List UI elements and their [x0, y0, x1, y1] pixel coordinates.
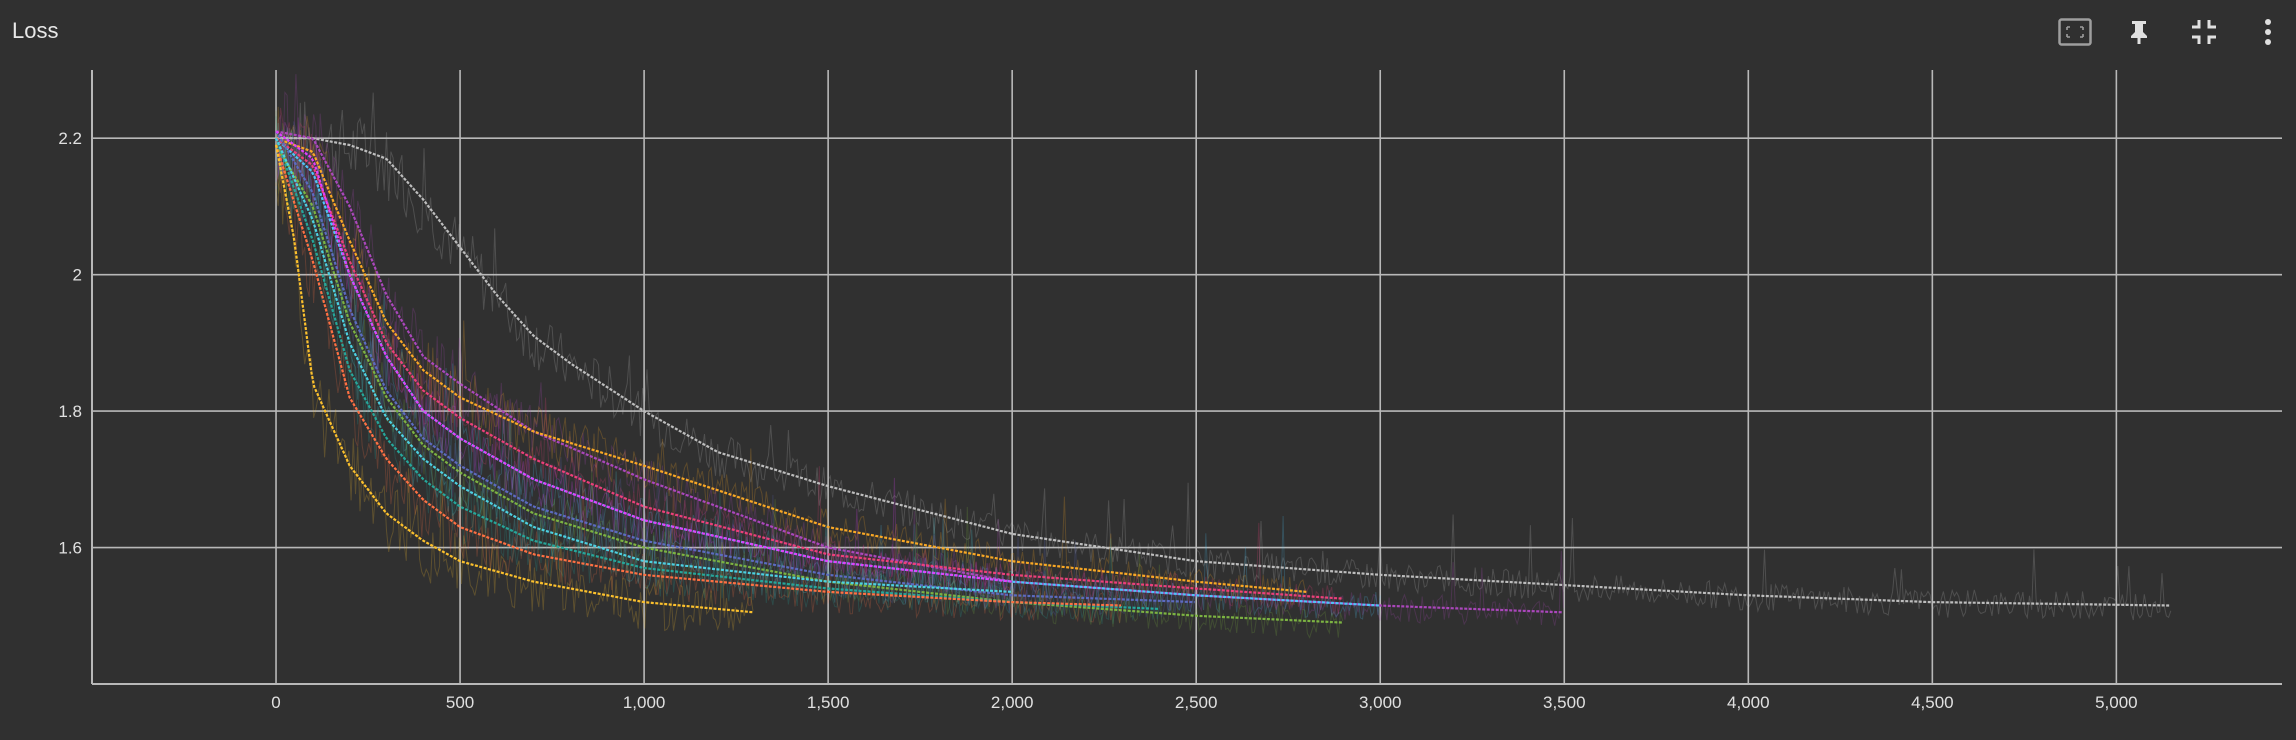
series-line: [274, 137, 1160, 611]
x-tick-label: 0: [271, 693, 280, 712]
raw-series-line: [275, 74, 1564, 626]
raw-series-line: [275, 121, 1196, 619]
raw-series-line: [275, 127, 1381, 620]
more-vert-icon[interactable]: [2248, 12, 2288, 52]
series-line: [274, 144, 1122, 607]
x-tick-label: 1,000: [623, 693, 666, 712]
y-tick-label: 1.6: [58, 539, 82, 558]
pin-icon[interactable]: [2119, 12, 2159, 52]
x-tick-label: 3,000: [1359, 693, 1402, 712]
raw-series-line: [275, 122, 1012, 611]
x-tick-label: 4,500: [1911, 693, 1954, 712]
series-line: [275, 137, 1381, 607]
y-tick-label: 2.2: [58, 129, 82, 148]
series-line: [275, 130, 1013, 583]
x-tick-label: 500: [446, 693, 474, 712]
series-line: [274, 137, 1013, 593]
series-line: [275, 130, 1195, 604]
x-tick-label: 3,500: [1543, 693, 1586, 712]
series-line: [274, 144, 754, 614]
collapse-icon[interactable]: [2184, 12, 2224, 52]
raw-series-line: [275, 131, 1123, 624]
raw-series-line: [275, 92, 2172, 621]
x-tick-label: 2,000: [991, 693, 1034, 712]
series-line: [276, 137, 2170, 607]
x-tick-label: 1,500: [807, 693, 850, 712]
x-tick-label: 2,500: [1175, 693, 1218, 712]
raw-series-line: [275, 117, 1012, 600]
raw-series-line: [275, 110, 1344, 639]
series-line: [275, 137, 1343, 600]
card-title: Loss: [12, 18, 59, 43]
series-line: [275, 137, 1307, 593]
loss-chart[interactable]: 0 500 1,000 1,500 2,000 2,500 3,000 3,500 4,000 4…: [0, 62, 2296, 740]
y-tick-label: 2: [73, 266, 82, 285]
series-line: [275, 144, 1343, 624]
raw-series-line: [275, 116, 1160, 625]
x-tick-label: 4,000: [1727, 693, 1770, 712]
x-tick-label: 5,000: [2095, 693, 2138, 712]
raw-series-line: [275, 107, 1343, 615]
raw-series-line: [275, 144, 754, 632]
y-tick-label: 1.8: [58, 402, 82, 421]
card-header: Loss: [0, 0, 2296, 62]
fit-domain-icon[interactable]: [2055, 12, 2095, 52]
